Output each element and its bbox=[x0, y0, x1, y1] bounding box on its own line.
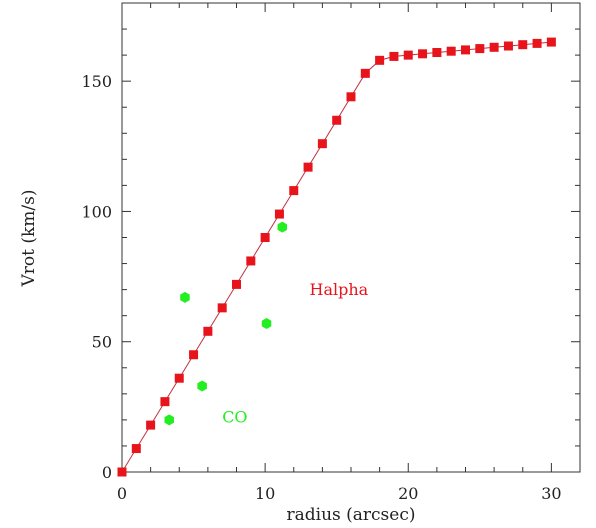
halpha-marker bbox=[375, 55, 385, 65]
halpha-marker bbox=[232, 279, 241, 289]
data-markers bbox=[117, 37, 556, 477]
halpha-line bbox=[121, 41, 552, 473]
axis-ticks bbox=[121, 2, 581, 473]
series-annotations: Halpha CO bbox=[222, 280, 368, 427]
x-axis-label: radius (arcsec) bbox=[286, 505, 415, 525]
co-marker bbox=[180, 291, 190, 303]
y-tick-label: 0 bbox=[102, 463, 112, 482]
plot-frame bbox=[121, 2, 581, 473]
halpha-marker bbox=[403, 50, 413, 60]
halpha-marker bbox=[489, 42, 499, 52]
halpha-marker bbox=[203, 326, 213, 336]
halpha-marker bbox=[532, 38, 542, 48]
co-marker bbox=[277, 221, 288, 233]
halpha-marker bbox=[546, 37, 556, 47]
halpha-marker bbox=[346, 92, 356, 102]
halpha-marker bbox=[217, 303, 227, 313]
halpha-marker bbox=[432, 48, 442, 58]
halpha-marker bbox=[274, 209, 284, 219]
x-tick-label: 10 bbox=[255, 484, 275, 503]
halpha-marker bbox=[117, 467, 127, 477]
halpha-marker bbox=[503, 41, 513, 51]
co-annotation: CO bbox=[222, 407, 247, 426]
halpha-marker bbox=[475, 44, 485, 54]
halpha-marker bbox=[518, 40, 528, 50]
axis-tick-labels: 0 10 20 30 0 50 100 150 bbox=[81, 72, 561, 503]
halpha-annotation: Halpha bbox=[309, 280, 368, 299]
halpha-marker bbox=[260, 233, 270, 242]
halpha-marker bbox=[246, 256, 256, 266]
co-marker bbox=[164, 414, 174, 426]
halpha-marker bbox=[461, 45, 470, 55]
co-marker bbox=[261, 317, 272, 329]
halpha-marker bbox=[360, 68, 370, 78]
x-tick-label: 30 bbox=[541, 484, 561, 503]
y-tick-label: 100 bbox=[81, 202, 112, 221]
halpha-marker bbox=[146, 420, 156, 430]
halpha-marker bbox=[303, 162, 313, 172]
halpha-marker bbox=[131, 444, 141, 454]
halpha-marker bbox=[189, 350, 199, 360]
halpha-marker bbox=[418, 49, 428, 59]
y-axis-label: Vrot (km/s) bbox=[19, 189, 39, 287]
halpha-marker bbox=[446, 46, 456, 56]
co-marker bbox=[197, 380, 207, 392]
halpha-marker bbox=[160, 397, 170, 407]
halpha-marker bbox=[174, 373, 184, 383]
x-tick-label: 0 bbox=[117, 484, 127, 503]
halpha-marker bbox=[317, 139, 327, 149]
x-tick-label: 20 bbox=[398, 484, 418, 503]
y-tick-label: 50 bbox=[92, 333, 112, 352]
halpha-marker bbox=[332, 115, 342, 125]
halpha-marker bbox=[389, 51, 399, 61]
y-tick-label: 150 bbox=[81, 72, 112, 91]
halpha-marker bbox=[289, 186, 299, 196]
